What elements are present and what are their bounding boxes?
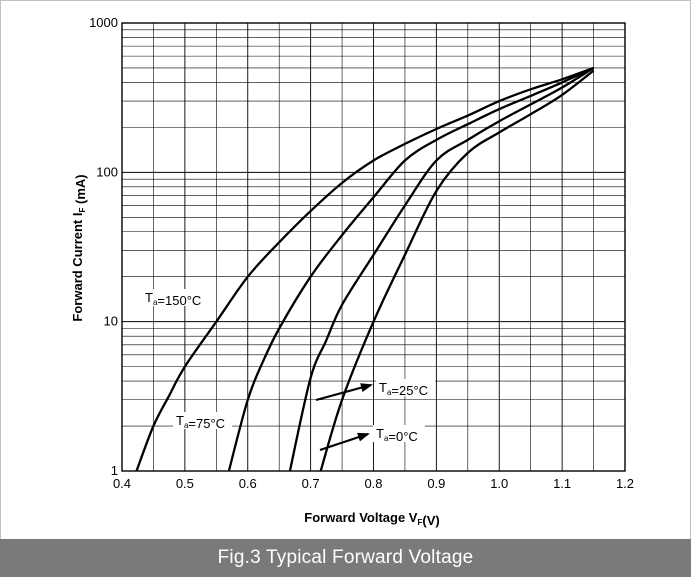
series-line-0 xyxy=(135,66,594,472)
annotation-bg xyxy=(373,425,425,442)
tick-labels: 0.4 0.5 0.6 0.7 0.8 0.9 1.0 1.1 1.2 1 10 100 1000 xyxy=(89,15,634,491)
annotation-arrowhead xyxy=(357,432,370,442)
y-tick-label: 100 xyxy=(96,164,118,179)
x-tick-label: 0.4 xyxy=(113,476,131,491)
annotation-bg xyxy=(173,412,233,429)
annotations: Ta=150°C Ta=75°C Ta=25°C Ta=0°C xyxy=(142,289,436,452)
plot-border xyxy=(121,22,626,472)
x-tick-label: 0.5 xyxy=(176,476,194,491)
figure-caption: Fig.3 Typical Forward Voltage xyxy=(0,539,691,577)
series-line-2 xyxy=(288,67,595,472)
x-tick-label: 1.0 xyxy=(490,476,508,491)
x-tick-label: 0.7 xyxy=(302,476,320,491)
y-axis-label: Forward Current IF (mA) xyxy=(70,174,88,321)
x-tick-label: 1.2 xyxy=(616,476,634,491)
x-tick-label: 0.9 xyxy=(427,476,445,491)
y-tick-label: 10 xyxy=(104,314,118,329)
series-lines xyxy=(135,66,595,472)
annotation-arrowhead xyxy=(360,383,373,392)
annotation-label: Ta=25°C xyxy=(379,380,428,398)
x-tick-label: 1.1 xyxy=(553,476,571,491)
annotation-bg xyxy=(376,379,436,396)
x-tick-label: 0.8 xyxy=(364,476,382,491)
series-line-1 xyxy=(227,66,595,472)
forward-voltage-chart: 0.4 0.5 0.6 0.7 0.8 0.9 1.0 1.1 1.2 1 10 100 1000 Ta… xyxy=(70,15,634,528)
x-tick-label: 0.6 xyxy=(239,476,257,491)
annotation-label: Ta=75°C xyxy=(176,413,225,431)
annotation-label: Ta=0°C xyxy=(376,426,418,444)
annotation-bg xyxy=(142,289,209,306)
annotation-label: Ta=150°C xyxy=(145,290,201,308)
y-tick-label: 1 xyxy=(111,463,118,478)
y-tick-label: 1000 xyxy=(89,15,118,30)
grid xyxy=(121,23,626,472)
series-line-3 xyxy=(319,69,595,472)
x-axis-label: Forward Voltage VF(V) xyxy=(304,510,439,528)
